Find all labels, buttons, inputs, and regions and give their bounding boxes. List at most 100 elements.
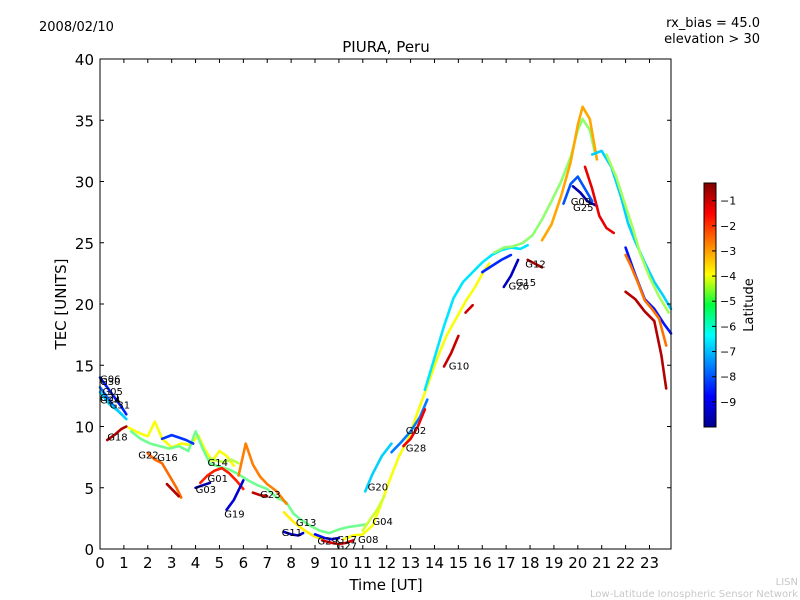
series-g12b <box>540 105 599 242</box>
satellite-label-g27: G27 <box>337 541 357 552</box>
colorbar-tick-label: −8 <box>720 371 736 384</box>
satellite-label-g02: G02 <box>406 426 426 437</box>
y-tick-label: 10 <box>75 419 94 437</box>
satellite-label-g01: G01 <box>208 474 228 485</box>
colorbar-label: Latitude <box>742 278 757 332</box>
colorbar <box>703 182 717 428</box>
satellite-label-g06: G06 <box>100 375 120 386</box>
x-tick-label: 15 <box>449 554 468 572</box>
satellite-label-g05: G05 <box>102 387 122 398</box>
y-tick-label: 20 <box>75 296 94 314</box>
x-tick-label: 11 <box>353 554 372 572</box>
series-g26 <box>481 253 513 274</box>
satellite-label-g25: G25 <box>573 203 593 214</box>
satellite-label-g30: G30 <box>100 377 120 388</box>
x-tick-label: 20 <box>568 554 587 572</box>
colorbar-tick-label: −2 <box>720 220 736 233</box>
series-g19 <box>225 479 245 512</box>
y-tick-label: 0 <box>84 541 94 559</box>
y-tick-label: 5 <box>84 480 94 498</box>
series-g31 <box>98 390 128 421</box>
satellite-label-g04: G04 <box>372 517 392 528</box>
series-g10r <box>464 303 474 314</box>
series-g04 <box>361 495 386 532</box>
y-tick-label: 25 <box>75 235 94 253</box>
colorbar-tick-label: −1 <box>720 195 736 208</box>
series-g22b <box>129 430 367 535</box>
series-g09 <box>562 175 594 205</box>
satellite-label-g29: G29 <box>317 536 337 547</box>
satellite-label-g20: G20 <box>368 483 388 494</box>
plot-area <box>100 59 671 549</box>
satellite-label-g03: G03 <box>196 485 216 496</box>
x-tick-label: 22 <box>616 554 635 572</box>
x-tick-label: 6 <box>239 554 249 572</box>
satellite-label-g16: G16 <box>157 453 177 464</box>
series-g20 <box>363 442 393 493</box>
series-g09r <box>583 165 615 235</box>
series-g29 <box>313 533 341 541</box>
x-tick-label: 4 <box>191 554 201 572</box>
x-tick-label: 5 <box>215 554 225 572</box>
series-g17r <box>624 290 668 390</box>
colorbar-tick-label: −6 <box>720 320 736 333</box>
satellite-label-g18: G18 <box>107 432 127 443</box>
x-tick-label: 23 <box>640 554 659 572</box>
series-g08 <box>342 262 491 541</box>
series-g25 <box>571 185 599 208</box>
x-tick-label: 0 <box>95 554 105 572</box>
satellite-label-g08: G08 <box>358 535 378 546</box>
x-tick-label: 2 <box>143 554 153 572</box>
satellite-label-g23: G23 <box>260 490 280 501</box>
satellite-label-g12: G12 <box>525 260 545 271</box>
y-axis-label: TEC [UNITS] <box>52 259 70 351</box>
series-g16 <box>160 433 195 445</box>
satellite-label-g11: G11 <box>282 528 302 539</box>
chart-title: PIURA, Peru <box>342 38 429 56</box>
satellite-label-g10: G10 <box>449 361 469 372</box>
x-tick-label: 14 <box>425 554 444 572</box>
series-g22 <box>127 420 236 467</box>
y-axis-ticks: 0 5 10 15 20 25 30 35 40 <box>75 51 671 559</box>
series-g13 <box>282 510 324 541</box>
satellite-label-g26: G26 <box>509 282 529 293</box>
satellite-label-g22: G22 <box>138 451 158 462</box>
series-g02 <box>390 398 429 454</box>
x-tick-label: 12 <box>377 554 396 572</box>
series-g11 <box>282 530 305 537</box>
x-tick-label: 10 <box>329 554 348 572</box>
satellite-label-g13: G13 <box>296 518 316 529</box>
satellite-label-g17: G17 <box>337 535 357 546</box>
satellite-label-g21: G21 <box>100 393 120 404</box>
series-g18 <box>105 425 128 442</box>
x-tick-label: 13 <box>401 554 420 572</box>
x-tick-label: 21 <box>592 554 611 572</box>
x-tick-label: 8 <box>286 554 296 572</box>
series-g29r <box>320 539 355 546</box>
footer-org-short: LISN <box>776 577 798 588</box>
satellite-label-g15: G15 <box>516 278 536 289</box>
series-g10b <box>423 243 529 392</box>
series-g27r <box>165 482 181 498</box>
satellite-label-g09: G09 <box>571 197 591 208</box>
series-g17b <box>624 253 668 347</box>
colorbar-tick-label: −7 <box>720 346 736 359</box>
y-tick-label: 40 <box>75 51 94 69</box>
x-tick-label: 9 <box>310 554 320 572</box>
series-g23r <box>251 491 269 498</box>
series-g15 <box>502 258 520 289</box>
x-axis-label: Time [UT] <box>348 576 422 594</box>
y-tick-label: 30 <box>75 174 94 192</box>
series-g14 <box>208 457 240 465</box>
satellite-label-g14: G14 <box>208 458 228 469</box>
series-g23 <box>237 442 288 505</box>
satellite-label-g19: G19 <box>224 510 244 521</box>
x-tick-label: 16 <box>473 554 492 572</box>
colorbar-tick-label: −5 <box>720 295 736 308</box>
footer-org-long: Low-Latitude Ionospheric Sensor Network <box>590 589 798 600</box>
series-layer <box>98 105 673 546</box>
series-g03 <box>194 481 212 490</box>
series-g06 <box>98 376 128 416</box>
x-tick-label: 1 <box>119 554 129 572</box>
